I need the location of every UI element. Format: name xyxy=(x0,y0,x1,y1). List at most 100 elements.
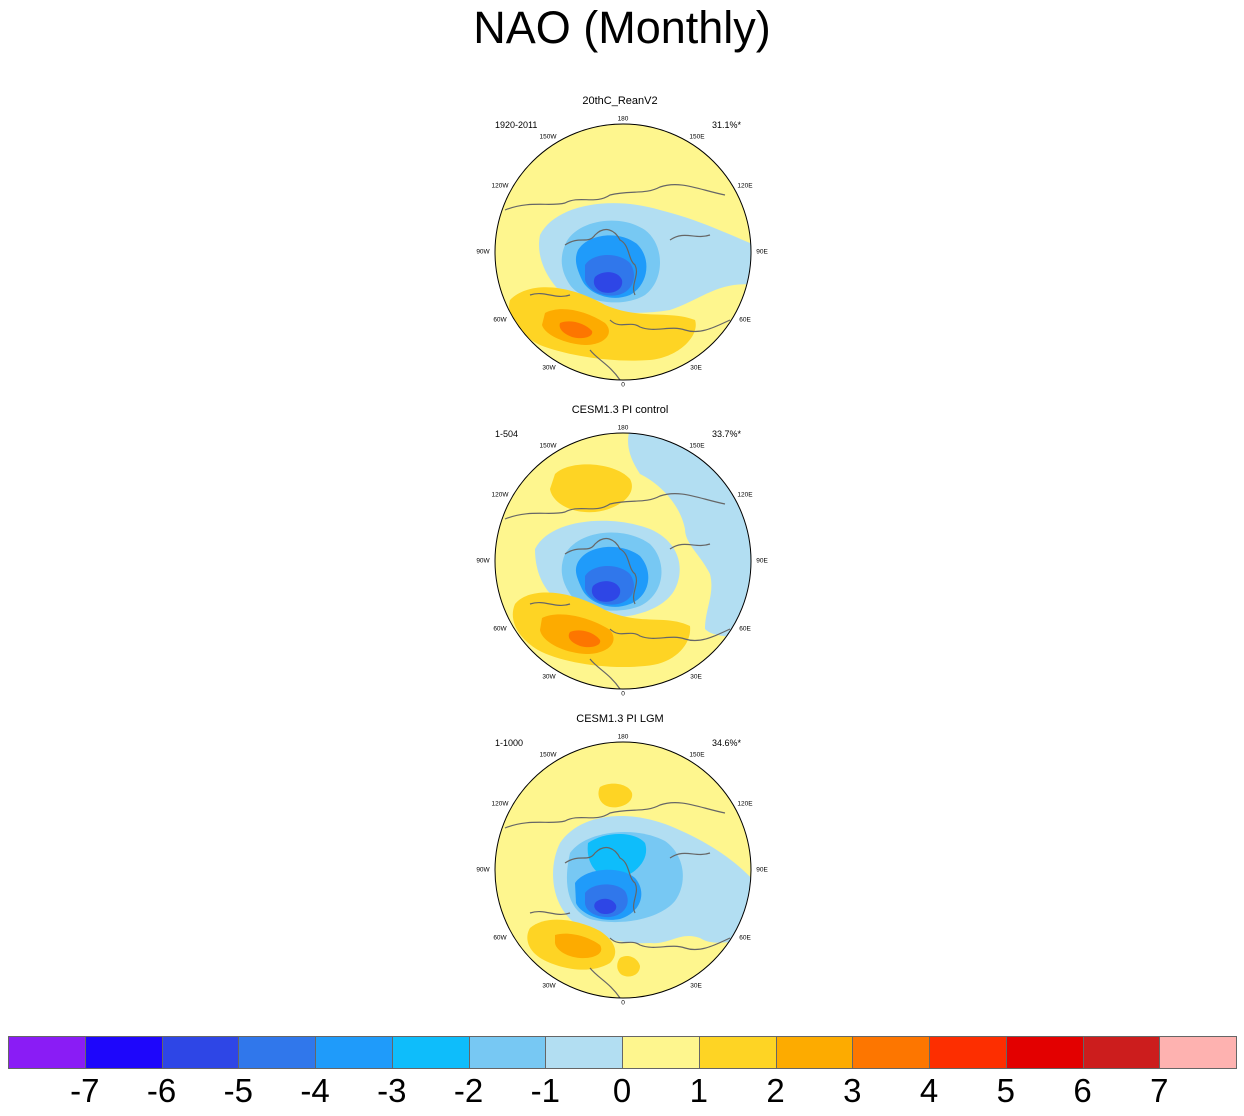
colorbar-tick-label: 4 xyxy=(919,1072,939,1109)
anomaly-minus5 xyxy=(591,581,621,602)
anomaly-plus1 xyxy=(550,464,632,513)
colorbar-tick-label: -5 xyxy=(223,1072,253,1109)
colorbar-swatch xyxy=(391,1036,470,1069)
anomaly-plus2 xyxy=(554,933,602,959)
figure-title: NAO (Monthly) xyxy=(473,2,771,53)
panel-variance: 34.6%* xyxy=(711,738,741,748)
lon-label: 60W xyxy=(493,625,507,633)
colorbar-tick-label: 1 xyxy=(689,1072,708,1109)
colorbar-swatch xyxy=(1159,1036,1237,1069)
colorbar-swatch xyxy=(1005,1036,1084,1069)
lon-label: 180 xyxy=(617,733,629,741)
lon-label: 90W xyxy=(476,248,490,256)
lon-label: 30W xyxy=(542,364,556,372)
colorbar-swatch xyxy=(698,1036,777,1069)
colorbar-swatch xyxy=(929,1036,1007,1069)
colorbar-swatch xyxy=(852,1036,930,1069)
anomaly-plus3 xyxy=(568,630,601,648)
colorbar-swatch xyxy=(238,1036,316,1069)
lon-label: 90W xyxy=(476,557,490,565)
lon-label: 60W xyxy=(493,316,507,324)
lon-label: 0 xyxy=(621,999,625,1007)
lon-label: 120E xyxy=(737,182,753,190)
colorbar-tick-label: -7 xyxy=(70,1072,100,1109)
lon-label: 90E xyxy=(756,557,768,565)
panel-title: CESM1.3 PI control xyxy=(571,404,669,416)
map-panel-20thc-reanv2: 20thC_ReanV2 1920-2011 31.1%* xyxy=(470,95,770,395)
colorbar: -7 -6 -5 -4 -3 -2 -1 0 1 2 3 4 5 6 7 xyxy=(0,1030,1244,1116)
lon-label: 180 xyxy=(617,424,629,432)
lon-label: 180 xyxy=(617,115,629,123)
colorbar-tick-label: 3 xyxy=(843,1072,862,1109)
map-boundary xyxy=(494,432,752,690)
map-boundary xyxy=(494,123,752,381)
coastlines xyxy=(504,493,731,689)
colorbar-tick-label: -3 xyxy=(377,1072,407,1109)
lon-label: 120E xyxy=(737,491,753,499)
lon-label: 90W xyxy=(476,866,490,874)
panel-variance: 31.1%* xyxy=(711,120,741,130)
lon-label: 30W xyxy=(542,982,556,990)
anomaly-minus5 xyxy=(593,272,623,293)
anomaly-plus1 xyxy=(617,955,640,977)
lon-label: 150W xyxy=(539,442,557,450)
lon-label: 0 xyxy=(621,690,625,698)
lon-label: 60E xyxy=(739,934,751,942)
panel-years: 1-1000 xyxy=(495,738,524,748)
lon-label: 150E xyxy=(689,442,705,450)
anomaly-minus3b xyxy=(587,834,647,879)
lon-label: 90E xyxy=(756,866,768,874)
anomaly-minus5 xyxy=(594,898,617,915)
map-panel-cesm13-pi-lgm: CESM1.3 PI LGM 1-1000 34.6%* xyxy=(470,713,770,1013)
lon-label: 60E xyxy=(739,316,751,324)
colorbar-swatch xyxy=(775,1036,854,1069)
colorbar-swatch xyxy=(8,1036,86,1069)
colorbar-tick-label: -4 xyxy=(300,1072,330,1109)
anomaly-plus3 xyxy=(559,321,593,339)
lon-label: 120W xyxy=(491,800,509,808)
lon-label: 120W xyxy=(491,182,509,190)
colorbar-swatch xyxy=(1082,1036,1161,1069)
lon-label: 150E xyxy=(689,751,705,759)
colorbar-tick-label: -1 xyxy=(530,1072,560,1109)
colorbar-tick-label: 6 xyxy=(1073,1072,1092,1109)
lon-label: 60E xyxy=(739,625,751,633)
panel-years: 1-504 xyxy=(495,429,519,439)
colorbar-swatch xyxy=(161,1036,240,1069)
colorbar-swatch xyxy=(622,1036,700,1069)
colorbar-tick-label: 5 xyxy=(996,1072,1015,1109)
polar-map xyxy=(494,741,752,999)
colorbar-swatch xyxy=(468,1036,547,1069)
map-boundary xyxy=(494,741,752,999)
lon-label: 120E xyxy=(737,800,753,808)
panel-years: 1920-2011 xyxy=(495,120,538,130)
lon-label: 150W xyxy=(539,751,557,759)
colorbar-tick-label: 2 xyxy=(766,1072,785,1109)
colorbar-tick-label: 0 xyxy=(612,1072,632,1109)
lon-label: 60W xyxy=(493,934,507,942)
coastlines xyxy=(504,802,731,998)
lon-label: 150W xyxy=(539,133,557,141)
lon-label: 30W xyxy=(542,673,556,681)
lon-label: 30E xyxy=(690,982,702,990)
lon-label: 150E xyxy=(689,133,705,141)
anomaly-plus1 xyxy=(598,783,633,808)
colorbar-swatch xyxy=(315,1036,393,1069)
lon-label: 0 xyxy=(621,381,625,389)
colorbar-tick-label: 7 xyxy=(1150,1072,1169,1109)
lon-label: 90E xyxy=(756,248,768,256)
lon-label: 120W xyxy=(491,491,509,499)
colorbar-swatch xyxy=(545,1036,623,1069)
map-panel-cesm13-pi-control: CESM1.3 PI control 1-504 33.7%* xyxy=(470,404,770,704)
colorbar-tick-label: -2 xyxy=(453,1072,484,1109)
panel-variance: 33.7%* xyxy=(711,429,741,439)
lon-label: 30E xyxy=(690,673,702,681)
panel-title: 20thC_ReanV2 xyxy=(582,95,658,107)
lon-label: 30E xyxy=(690,364,702,372)
coastlines xyxy=(504,184,731,380)
polar-map xyxy=(494,432,752,690)
panel-title: CESM1.3 PI LGM xyxy=(576,713,664,725)
polar-map xyxy=(494,123,752,381)
colorbar-swatch xyxy=(84,1036,163,1069)
colorbar-tick-label: -6 xyxy=(146,1072,177,1109)
